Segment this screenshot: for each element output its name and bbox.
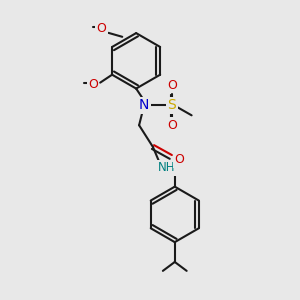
- Text: O: O: [97, 22, 106, 35]
- Text: S: S: [167, 98, 176, 112]
- Text: O: O: [167, 119, 177, 132]
- Text: O: O: [167, 79, 177, 92]
- Text: N: N: [139, 98, 149, 112]
- Text: O: O: [174, 153, 184, 167]
- Text: O: O: [88, 78, 98, 91]
- Text: NH: NH: [158, 161, 175, 174]
